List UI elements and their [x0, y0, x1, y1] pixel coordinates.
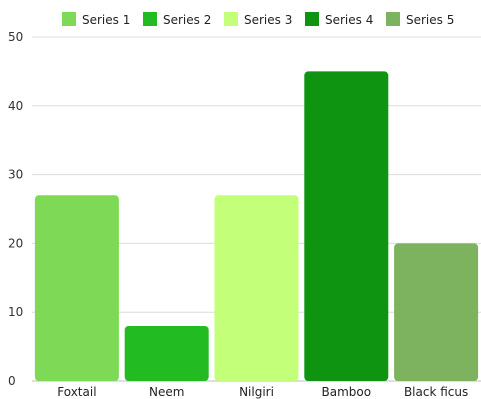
legend-label: Series 3 — [244, 13, 292, 27]
legend-swatch — [143, 12, 157, 26]
bar-bamboo — [304, 71, 389, 382]
y-tick-label: 0 — [8, 374, 16, 388]
legend-swatch — [62, 12, 76, 26]
legend-swatch — [386, 12, 400, 26]
y-tick-label: 40 — [8, 99, 23, 113]
y-tick-label: 20 — [8, 236, 23, 250]
bar-black-ficus — [394, 243, 479, 381]
bar-neem — [124, 325, 209, 381]
bar-foxtail — [34, 195, 119, 381]
x-tick-label: Nilgiri — [239, 385, 274, 399]
y-tick-label: 10 — [8, 305, 23, 319]
legend-label: Series 1 — [82, 13, 130, 27]
x-tick-label: Bamboo — [322, 385, 372, 399]
legend-swatch — [305, 12, 319, 26]
legend-swatch — [224, 12, 238, 26]
legend-label: Series 5 — [406, 13, 454, 27]
legend-label: Series 4 — [325, 13, 373, 27]
y-tick-label: 50 — [8, 30, 23, 44]
bar-nilgiri — [214, 195, 299, 381]
y-tick-label: 30 — [8, 168, 23, 182]
legend-label: Series 2 — [163, 13, 211, 27]
x-tick-label: Neem — [149, 385, 184, 399]
x-tick-label: Black ficus — [404, 385, 468, 399]
x-tick-label: Foxtail — [57, 385, 96, 399]
